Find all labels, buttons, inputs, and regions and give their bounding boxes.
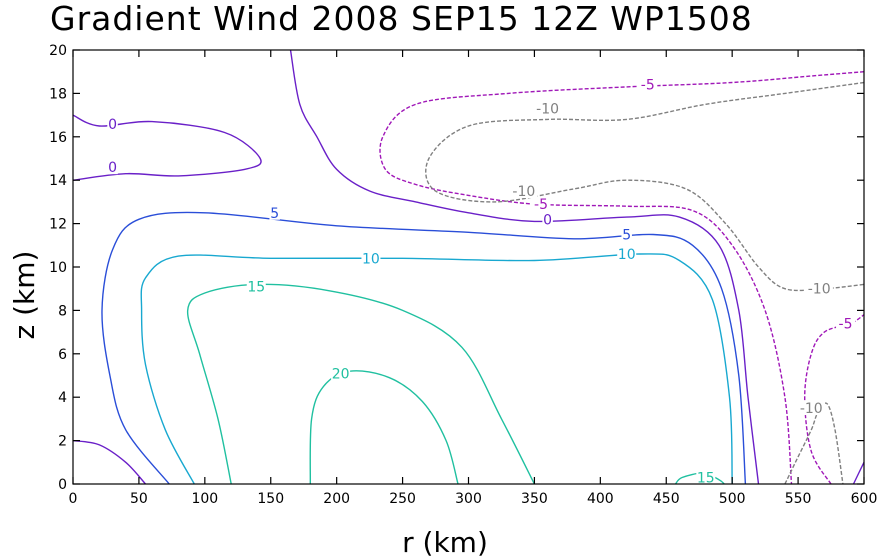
contour-neg5: [379, 71, 865, 485]
contour-label-bg: [836, 316, 856, 331]
contour-label-bg: [531, 197, 551, 212]
contour-label: 5: [270, 206, 279, 222]
contour-label: 0: [108, 117, 117, 133]
y-tick-label: 4: [58, 390, 67, 406]
x-tick-label: 400: [587, 491, 614, 507]
plot-background: [73, 50, 864, 484]
contour-label-bg: [542, 212, 553, 227]
contour-label-bg: [107, 116, 118, 131]
contour-label-bg: [638, 77, 658, 92]
y-tick-label: 6: [58, 347, 67, 363]
contour-0: [72, 439, 147, 485]
y-tick-label: 2: [58, 434, 67, 450]
contour-5: [101, 211, 747, 485]
contour-label-bg: [331, 366, 351, 381]
x-tick-label: 250: [389, 491, 416, 507]
y-tick-label: 16: [49, 130, 67, 146]
contour-label-bg: [246, 279, 266, 294]
contour-label: 20: [332, 366, 350, 382]
contour-label: -10: [808, 282, 831, 298]
contour-label: -5: [534, 197, 548, 213]
contour-label: -10: [512, 184, 535, 200]
contour-label: -10: [800, 401, 823, 417]
contour-label: -5: [641, 78, 655, 94]
contour-label: 0: [543, 212, 552, 228]
y-tick-label: 0: [58, 477, 67, 493]
plot-area: [73, 50, 864, 484]
contour-label-bg: [107, 160, 118, 175]
x-tick-label: 100: [191, 491, 218, 507]
y-tick-label: 10: [49, 260, 67, 276]
contour-label-bg: [696, 470, 716, 485]
x-axis-title: r (km): [402, 526, 488, 559]
contour-label-bg: [617, 246, 637, 261]
y-tick-label: 8: [58, 303, 67, 319]
contour-label: 15: [697, 470, 715, 486]
chart-title: Gradient Wind 2008 SEP15 12Z WP1508: [50, 0, 753, 38]
x-tick-label: 550: [785, 491, 812, 507]
y-tick-label: 12: [49, 217, 67, 233]
contour-label-bg: [797, 401, 826, 416]
y-tick-label: 18: [49, 86, 67, 102]
x-tick-label: 350: [521, 491, 548, 507]
y-tick-label: 14: [49, 173, 67, 189]
contour-label-bg: [510, 184, 538, 199]
contour-label: 10: [362, 251, 380, 267]
contour-0: [289, 49, 760, 485]
contour-20: [309, 370, 459, 485]
x-tick-label: 600: [851, 491, 878, 507]
contour-label: -10: [536, 102, 559, 118]
y-tick-label: 20: [49, 43, 67, 59]
x-tick-label: 500: [719, 491, 746, 507]
x-tick-label: 450: [653, 491, 680, 507]
x-tick-label: 0: [69, 491, 78, 507]
contour-label: 10: [618, 247, 636, 263]
contour-0: [852, 461, 865, 485]
contour-label-bg: [621, 227, 632, 242]
contour-label-bg: [269, 205, 280, 220]
contour-label: 15: [247, 280, 265, 296]
contour-label: 0: [108, 160, 117, 176]
x-tick-label: 150: [257, 491, 284, 507]
contour-neg5: [804, 314, 865, 485]
contour-label: -5: [839, 316, 853, 332]
contour-label: 5: [622, 227, 631, 243]
axes: 0 50 100 150 200 250 300 350 400 450 500 550 6000246…: [49, 43, 877, 507]
contour-neg10: [425, 81, 865, 292]
x-tick-label: 50: [130, 491, 148, 507]
y-axis-title: z (km): [8, 251, 41, 340]
contour-label-bg: [361, 251, 381, 266]
contour-label-bg: [533, 101, 562, 116]
contour-label-bg: [805, 281, 833, 296]
x-tick-label: 300: [455, 491, 482, 507]
x-tick-label: 200: [323, 491, 350, 507]
